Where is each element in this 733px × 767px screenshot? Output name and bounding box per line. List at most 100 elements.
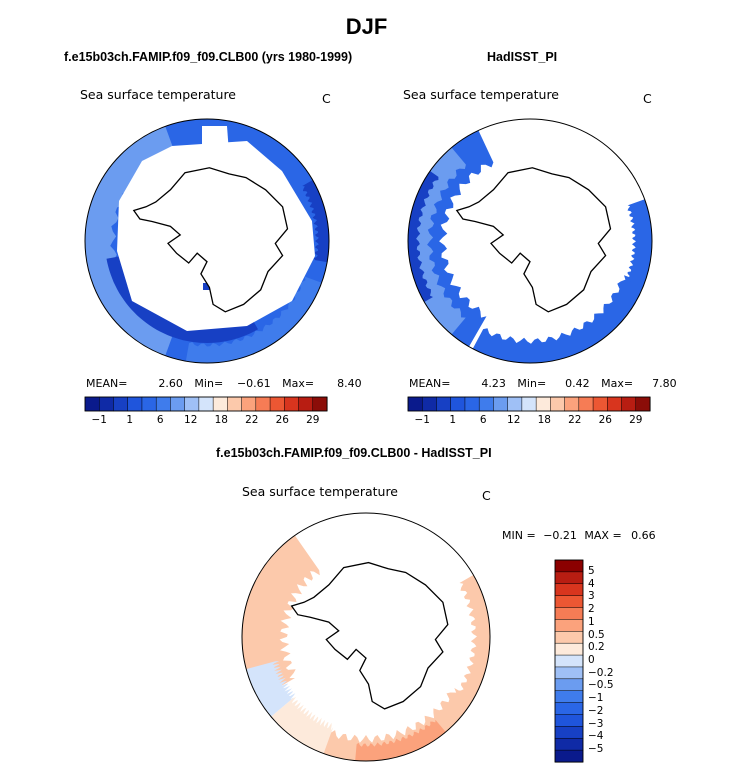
panel1-ice-notch [202, 126, 229, 153]
panel2-antarctica-outline [455, 167, 612, 313]
panel3-colorbar-swatch-2 [554, 583, 584, 597]
main-title: DJF [345, 14, 388, 39]
panel2-colorbar-tick-label: 26 [598, 414, 612, 426]
panel3-stats: MIN = −0.21 MAX = 0.66 [502, 529, 656, 542]
panel3-colorbar-swatch-15 [554, 737, 584, 751]
panel2-stats: MEAN= 4.23 Min= 0.42 Max= 7.80 [409, 377, 677, 390]
panel3-diff-south-warm [355, 719, 447, 761]
panel3-colorbar-swatch-10 [554, 678, 584, 692]
panel1-colorbar [84, 396, 328, 412]
panel2-variable-label: Sea surface temperature [403, 87, 559, 102]
panel3-colorbar-swatch-3 [554, 595, 584, 609]
panel1-variable-label: Sea surface temperature [80, 87, 236, 102]
panel3-colorbar-swatch-13 [554, 714, 584, 727]
panel3-colorbar-label: 4 [588, 577, 595, 590]
panel2-units-label: C [643, 91, 652, 106]
panel3-colorbar-label: 3 [588, 590, 595, 603]
panel2-colorbar-tick-label: 22 [568, 414, 582, 426]
panel2-mean-label: MEAN= [409, 377, 451, 390]
panel3-diff-east [456, 574, 490, 704]
panel1-min-value: −0.61 [236, 377, 271, 390]
panel3-antarctica-outline [290, 561, 449, 710]
panel1-colorbar-ticks: −1 1 6 12 18 22 26 29 [85, 414, 327, 428]
panel1-cold-cell [203, 283, 210, 290]
panel2-colorbar-ticks: −1 1 6 12 18 22 26 29 [408, 414, 650, 428]
panel3-colorbar-label: −4 [588, 730, 604, 743]
panel3-colorbar-label: −1 [588, 692, 604, 705]
panel3-diff-south [322, 688, 476, 761]
panel1-max-value: 8.40 [337, 377, 362, 390]
panel1-warm-band-west [85, 124, 175, 358]
panel3-colorbar-label: 5 [588, 564, 595, 577]
panel2-colorbar-tick-label: 6 [479, 414, 487, 426]
panel1-stats: MEAN= 2.60 Min= −0.61 Max= 8.40 [86, 377, 362, 390]
panel3-colorbar-label: 2 [588, 603, 595, 616]
panel1-colorbar-tick-label: 29 [306, 414, 320, 426]
panel3-colorbar-swatch-16 [554, 749, 584, 763]
panel2-subtitle: HadISST_PI [487, 50, 558, 64]
panel2-colorbar-tick-label: 18 [537, 414, 551, 426]
panel1-colorbar-tick-label: −1 [91, 414, 107, 426]
panel1-units-label: C [322, 91, 331, 106]
panel1-mean-value: 2.60 [158, 377, 183, 390]
panel3-colorbar-swatch-7 [554, 642, 584, 656]
panel2-mean-value: 4.23 [481, 377, 506, 390]
panel1-colorbar-tick-label: 22 [245, 414, 259, 426]
panel2-colorbar-tick-label: 12 [507, 414, 521, 426]
panel2-ocean-south [471, 275, 647, 363]
panel3-colorbar-swatch-5 [554, 619, 584, 632]
panel1-antarctica-outline [132, 167, 289, 313]
panel2-colorbar-tick-label: −1 [414, 414, 430, 426]
panel3-colorbar-label: 0.5 [588, 628, 605, 641]
panel3-diff-northwest [242, 533, 320, 700]
panel1-max-label: Max= [282, 377, 315, 390]
panel3-colorbar-label: −0.2 [588, 666, 614, 679]
panel3-colorbar-labels: 5 4 3 2 1 0.5 0.2 0 −0.2 −0.5 −1 −2 −3 −4 −5 [588, 560, 638, 762]
panel3-map-border [241, 512, 491, 762]
panel3-colorbar-swatch-12 [554, 702, 584, 716]
panel3-max-label: MAX = [584, 529, 622, 542]
panel3-variable-label: Sea surface temperature [242, 484, 398, 499]
panel3-units-label: C [482, 488, 491, 503]
panel1-colorbar-tick-label: 12 [184, 414, 198, 426]
panel1-min-label: Min= [194, 377, 224, 390]
panel2-colorbar [407, 396, 651, 412]
panel2-min-value: 0.42 [565, 377, 590, 390]
panel2-max-value: 7.80 [652, 377, 677, 390]
panel3-diff-west-cool [244, 661, 296, 718]
panel3-max-value: 0.66 [631, 529, 656, 542]
panel1-colorbar-tick-label: 18 [214, 414, 228, 426]
panel3-colorbar-label: −2 [588, 704, 604, 717]
panel3-diff-southwest [269, 697, 334, 756]
panel1-colorbar-tick-label: 26 [275, 414, 289, 426]
panel1-subtitle: f.e15b03ch.FAMIP.f09_f09.CLB00 (yrs 1980… [64, 50, 353, 64]
panel3-colorbar-label: −3 [588, 717, 604, 730]
panel1-colorbar-tick-label: 6 [156, 414, 164, 426]
panel3-colorbar [554, 559, 584, 763]
panel1-colorbar-tick-label: 1 [126, 414, 134, 426]
panel1-map-border [84, 118, 330, 364]
panel3-colorbar-swatch-8 [554, 654, 584, 668]
panel3-colorbar-label: 0.2 [588, 641, 605, 654]
panel1-band-southeast [185, 276, 324, 363]
panel2-colorbar-tick-label: 1 [449, 414, 457, 426]
panel3-colorbar-swatch-1 [554, 571, 584, 585]
panel3-colorbar-label: −5 [588, 743, 604, 756]
panel1-mean-label: MEAN= [86, 377, 128, 390]
panel3-colorbar-swatch-11 [554, 690, 584, 704]
panel3-subtitle: f.e15b03ch.FAMIP.f09_f09.CLB00 - HadISST… [216, 446, 492, 460]
panel3-colorbar-swatch-6 [554, 631, 584, 644]
panel3-min-label: MIN = [502, 529, 536, 542]
panel2-colorbar-tick-label: 29 [629, 414, 643, 426]
panel3-colorbar-swatch-4 [554, 607, 584, 620]
panel1-cold-south [106, 255, 258, 343]
panel2-ocean-east [625, 198, 652, 288]
panel2-min-label: Min= [517, 377, 547, 390]
panel3-colorbar-swatch-9 [554, 666, 584, 680]
panel3-colorbar-swatch-14 [554, 726, 584, 739]
panel3-min-value: −0.21 [543, 529, 577, 542]
panel3-colorbar-label: 0 [588, 654, 595, 666]
